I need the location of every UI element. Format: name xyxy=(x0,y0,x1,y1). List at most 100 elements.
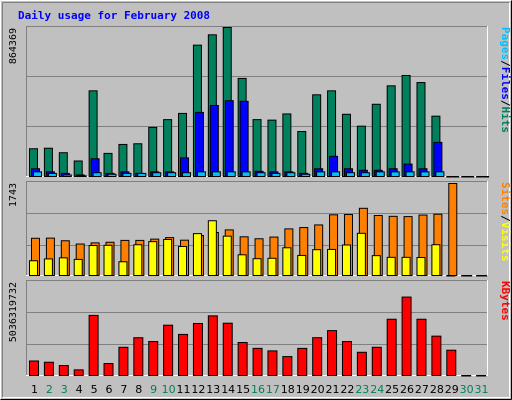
kbytes-bar xyxy=(341,341,352,377)
kbytes-bar xyxy=(163,324,174,376)
day-label: 15 xyxy=(236,383,250,396)
visits-bar xyxy=(133,244,143,276)
kbytes-bar xyxy=(192,322,203,376)
visits-bar xyxy=(103,244,113,277)
visits-bar xyxy=(73,258,83,276)
kbytes-bar xyxy=(267,350,278,377)
pages-bar xyxy=(182,172,192,178)
visits-bar xyxy=(416,257,426,277)
sites-legend-part-0: Sites xyxy=(499,182,512,215)
day-label: 18 xyxy=(281,383,295,396)
visits-bar xyxy=(252,258,262,277)
hits-legend-part-2: Files xyxy=(499,67,512,100)
hits-bar xyxy=(416,82,426,177)
kbytes-bar xyxy=(207,315,218,376)
day-label: 14 xyxy=(221,383,235,396)
pages-bar xyxy=(196,171,206,177)
day-label: 30 xyxy=(460,383,474,396)
pages-bar xyxy=(33,171,42,177)
day-label: 25 xyxy=(385,383,399,396)
kbytes-bar xyxy=(58,365,69,377)
visits-bar xyxy=(386,256,396,277)
hits-bar xyxy=(252,119,262,177)
day-label: 17 xyxy=(266,383,280,396)
hits-legend-part-3: / xyxy=(499,100,512,107)
day-label: 22 xyxy=(340,383,354,396)
hits-bar xyxy=(386,85,396,177)
hits-bar xyxy=(73,160,83,178)
pages-bar xyxy=(405,171,415,177)
day-label: 21 xyxy=(326,383,340,396)
hits-bar xyxy=(312,94,322,177)
day-label: 29 xyxy=(445,383,459,396)
day-label: 20 xyxy=(311,383,325,396)
visits-bar xyxy=(476,275,486,277)
day-label: 3 xyxy=(61,383,68,396)
sites-legend: Sites/Visits xyxy=(499,182,512,262)
kbytes-bar xyxy=(312,337,323,377)
hits-bar xyxy=(148,126,158,177)
sites-legend-part-2: Visits xyxy=(499,222,512,262)
pages-bar xyxy=(435,171,445,177)
visits-bar xyxy=(43,258,53,276)
pages-bar xyxy=(107,173,117,178)
pages-bar xyxy=(420,171,430,177)
hits-bar xyxy=(371,103,381,177)
visits-bar xyxy=(178,246,188,276)
kbytes-bar xyxy=(476,375,487,377)
day-label: 11 xyxy=(176,383,190,396)
pages-bar xyxy=(450,176,460,178)
kbytes-bar xyxy=(88,314,99,377)
visits-bar xyxy=(163,238,173,276)
pages-bar xyxy=(331,171,341,177)
pages-bar xyxy=(226,171,236,177)
visits-bar xyxy=(118,261,128,276)
kbytes-bar xyxy=(29,360,39,377)
day-label: 10 xyxy=(162,383,176,396)
hits-bar xyxy=(163,119,173,177)
visits-bar xyxy=(267,257,277,276)
pages-bar xyxy=(77,175,87,178)
pages-bar xyxy=(211,171,221,177)
visits-bar xyxy=(341,244,351,277)
hits-legend-part-1: / xyxy=(499,60,512,67)
hits-legend-part-4: Hits xyxy=(499,107,512,134)
files-bar xyxy=(209,104,219,177)
kbytes-bar xyxy=(148,341,159,377)
day-label: 6 xyxy=(105,383,112,396)
day-label: 23 xyxy=(355,383,369,396)
day-label: 1 xyxy=(31,383,38,396)
sites-bar xyxy=(448,183,458,276)
day-label: 8 xyxy=(135,383,142,396)
day-label: 19 xyxy=(296,383,310,396)
pages-bar xyxy=(271,172,281,177)
day-labels: 1 2 3 4 5 6 7 8 9 10 11 12 13 14 15 16 17 18 19 20 21 22 23 24 2… xyxy=(31,383,489,396)
kbytes-bar xyxy=(356,351,367,376)
kbytes-bar xyxy=(446,349,457,376)
kbytes-legend: KBytes xyxy=(499,281,512,321)
visits-bar xyxy=(327,248,337,276)
kbytes-bar xyxy=(178,333,189,376)
visits-bar xyxy=(446,275,456,277)
day-label: 28 xyxy=(430,383,444,396)
pages-bar xyxy=(316,171,326,177)
hits-bar xyxy=(356,125,366,177)
sites-ymax-label: 1743 xyxy=(8,183,19,207)
visits-bar xyxy=(88,245,98,276)
hits-legend-part-0: Pages xyxy=(499,27,512,60)
pages-bar xyxy=(122,172,132,177)
pages-bar xyxy=(241,171,251,177)
pages-bar xyxy=(62,174,72,177)
visits-bar xyxy=(431,244,441,276)
pages-bar xyxy=(345,172,355,178)
kbytes-bar xyxy=(222,322,233,377)
pages-bar xyxy=(375,171,385,177)
hits-bar xyxy=(282,113,292,178)
visits-bar xyxy=(222,235,232,276)
visits-bar xyxy=(282,247,292,276)
visits-bar xyxy=(356,232,366,276)
sites-legend-part-1: / xyxy=(499,215,512,222)
kbytes-bar xyxy=(133,337,144,377)
day-label: 9 xyxy=(150,383,157,396)
